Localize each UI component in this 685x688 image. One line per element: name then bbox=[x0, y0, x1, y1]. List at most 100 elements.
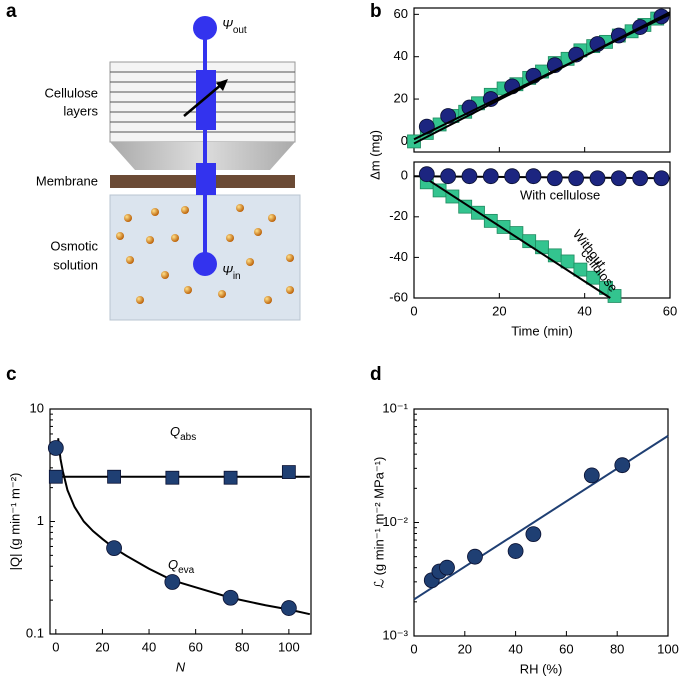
y-tick-label: 0.1 bbox=[26, 625, 44, 640]
point bbox=[632, 170, 649, 187]
point bbox=[440, 168, 457, 185]
y-tick-label: -40 bbox=[389, 249, 408, 264]
point bbox=[568, 170, 585, 187]
solutes bbox=[116, 204, 294, 304]
point bbox=[583, 467, 600, 484]
annotation: With cellulose bbox=[520, 187, 600, 202]
y-tick-label: 10⁻² bbox=[382, 514, 408, 529]
point bbox=[482, 168, 499, 185]
point bbox=[418, 166, 435, 183]
x-tick-label: 100 bbox=[657, 641, 679, 656]
solute bbox=[268, 214, 276, 222]
point bbox=[223, 470, 238, 485]
y-tick-label: -60 bbox=[389, 289, 408, 304]
point bbox=[467, 548, 483, 565]
point bbox=[439, 559, 455, 576]
annotation-symbol: Q bbox=[170, 424, 180, 439]
point bbox=[560, 254, 575, 269]
fit-line bbox=[413, 11, 671, 145]
point bbox=[573, 262, 588, 277]
solute bbox=[218, 290, 226, 298]
psi-out: Ψout bbox=[222, 17, 247, 35]
y-axis-label: Δm (mg) bbox=[367, 130, 382, 180]
point bbox=[504, 168, 521, 185]
plot-frame bbox=[413, 408, 669, 637]
x-tick-label: 100 bbox=[278, 639, 300, 654]
solute bbox=[184, 286, 192, 294]
y-tick-label: 0 bbox=[401, 133, 408, 148]
fit-line bbox=[57, 438, 311, 616]
point bbox=[653, 170, 670, 187]
solute bbox=[246, 258, 254, 266]
solute bbox=[181, 206, 189, 214]
point bbox=[610, 170, 627, 187]
diagram: Ψout Ψin Cellulose layers Membrane Osmot… bbox=[36, 16, 301, 321]
solute bbox=[286, 286, 294, 294]
x-tick-label: 0 bbox=[52, 639, 59, 654]
x-axis-label: N bbox=[176, 659, 186, 674]
y-tick-label: 40 bbox=[394, 48, 408, 63]
fit-line bbox=[413, 435, 669, 601]
point bbox=[586, 270, 601, 285]
fit-line bbox=[421, 175, 611, 299]
panel-label: d bbox=[370, 364, 382, 385]
y-tick-label: 10⁻¹ bbox=[382, 400, 408, 415]
point bbox=[525, 526, 542, 543]
y-axis-label: |Q| (g min⁻¹ m⁻²) bbox=[7, 473, 22, 571]
x-tick-label: 60 bbox=[663, 303, 677, 318]
point bbox=[525, 168, 542, 185]
solute bbox=[236, 204, 244, 212]
solute bbox=[126, 256, 134, 264]
plot-frame bbox=[413, 7, 671, 153]
fit-line bbox=[413, 175, 671, 180]
y-tick-label: 10 bbox=[30, 400, 44, 415]
solute bbox=[226, 234, 234, 242]
solute bbox=[151, 208, 159, 216]
x-tick-label: 80 bbox=[610, 641, 624, 656]
panel-label: a bbox=[6, 1, 17, 22]
holder bbox=[110, 142, 295, 170]
x-tick-label: 0 bbox=[410, 641, 417, 656]
label: layers bbox=[63, 103, 98, 118]
point bbox=[461, 168, 478, 185]
x-tick-label: 40 bbox=[508, 641, 522, 656]
y-tick-label: -20 bbox=[389, 208, 408, 223]
point bbox=[440, 108, 457, 124]
x-tick-label: 40 bbox=[142, 639, 156, 654]
x-tick-label: 20 bbox=[492, 303, 506, 318]
x-axis-label: RH (%) bbox=[520, 661, 563, 676]
point bbox=[165, 470, 180, 485]
label: Membrane bbox=[36, 173, 98, 188]
x-tick-label: 80 bbox=[235, 639, 249, 654]
solute bbox=[161, 271, 169, 279]
annotation-sub: abs bbox=[180, 432, 196, 443]
solute bbox=[264, 296, 272, 304]
label: solution bbox=[53, 257, 98, 272]
solute bbox=[171, 234, 179, 242]
solute bbox=[124, 214, 132, 222]
point bbox=[507, 543, 524, 559]
y-tick-label: 20 bbox=[394, 90, 408, 105]
node bbox=[193, 16, 217, 40]
y-tick-label: 0 bbox=[401, 168, 408, 183]
psi-in: Ψin bbox=[222, 263, 241, 281]
resistor bbox=[196, 70, 216, 130]
x-tick-label: 20 bbox=[458, 641, 472, 656]
point bbox=[418, 118, 435, 135]
point bbox=[281, 465, 296, 479]
annotation-symbol: Q bbox=[168, 557, 178, 572]
resistor bbox=[196, 163, 216, 195]
solute bbox=[116, 232, 124, 240]
x-tick-label: 40 bbox=[577, 303, 591, 318]
arrowhead bbox=[216, 79, 228, 91]
y-tick-label: 1 bbox=[37, 513, 44, 528]
point bbox=[222, 589, 239, 606]
panel-label: c bbox=[6, 364, 17, 385]
y-axis-label: ℒ (g min⁻¹ m⁻² MPa⁻¹) bbox=[371, 457, 386, 589]
x-tick-label: 60 bbox=[188, 639, 202, 654]
point bbox=[546, 170, 563, 187]
plot-frame bbox=[413, 161, 671, 299]
point bbox=[107, 469, 121, 484]
solute bbox=[254, 228, 262, 236]
point bbox=[280, 600, 297, 616]
